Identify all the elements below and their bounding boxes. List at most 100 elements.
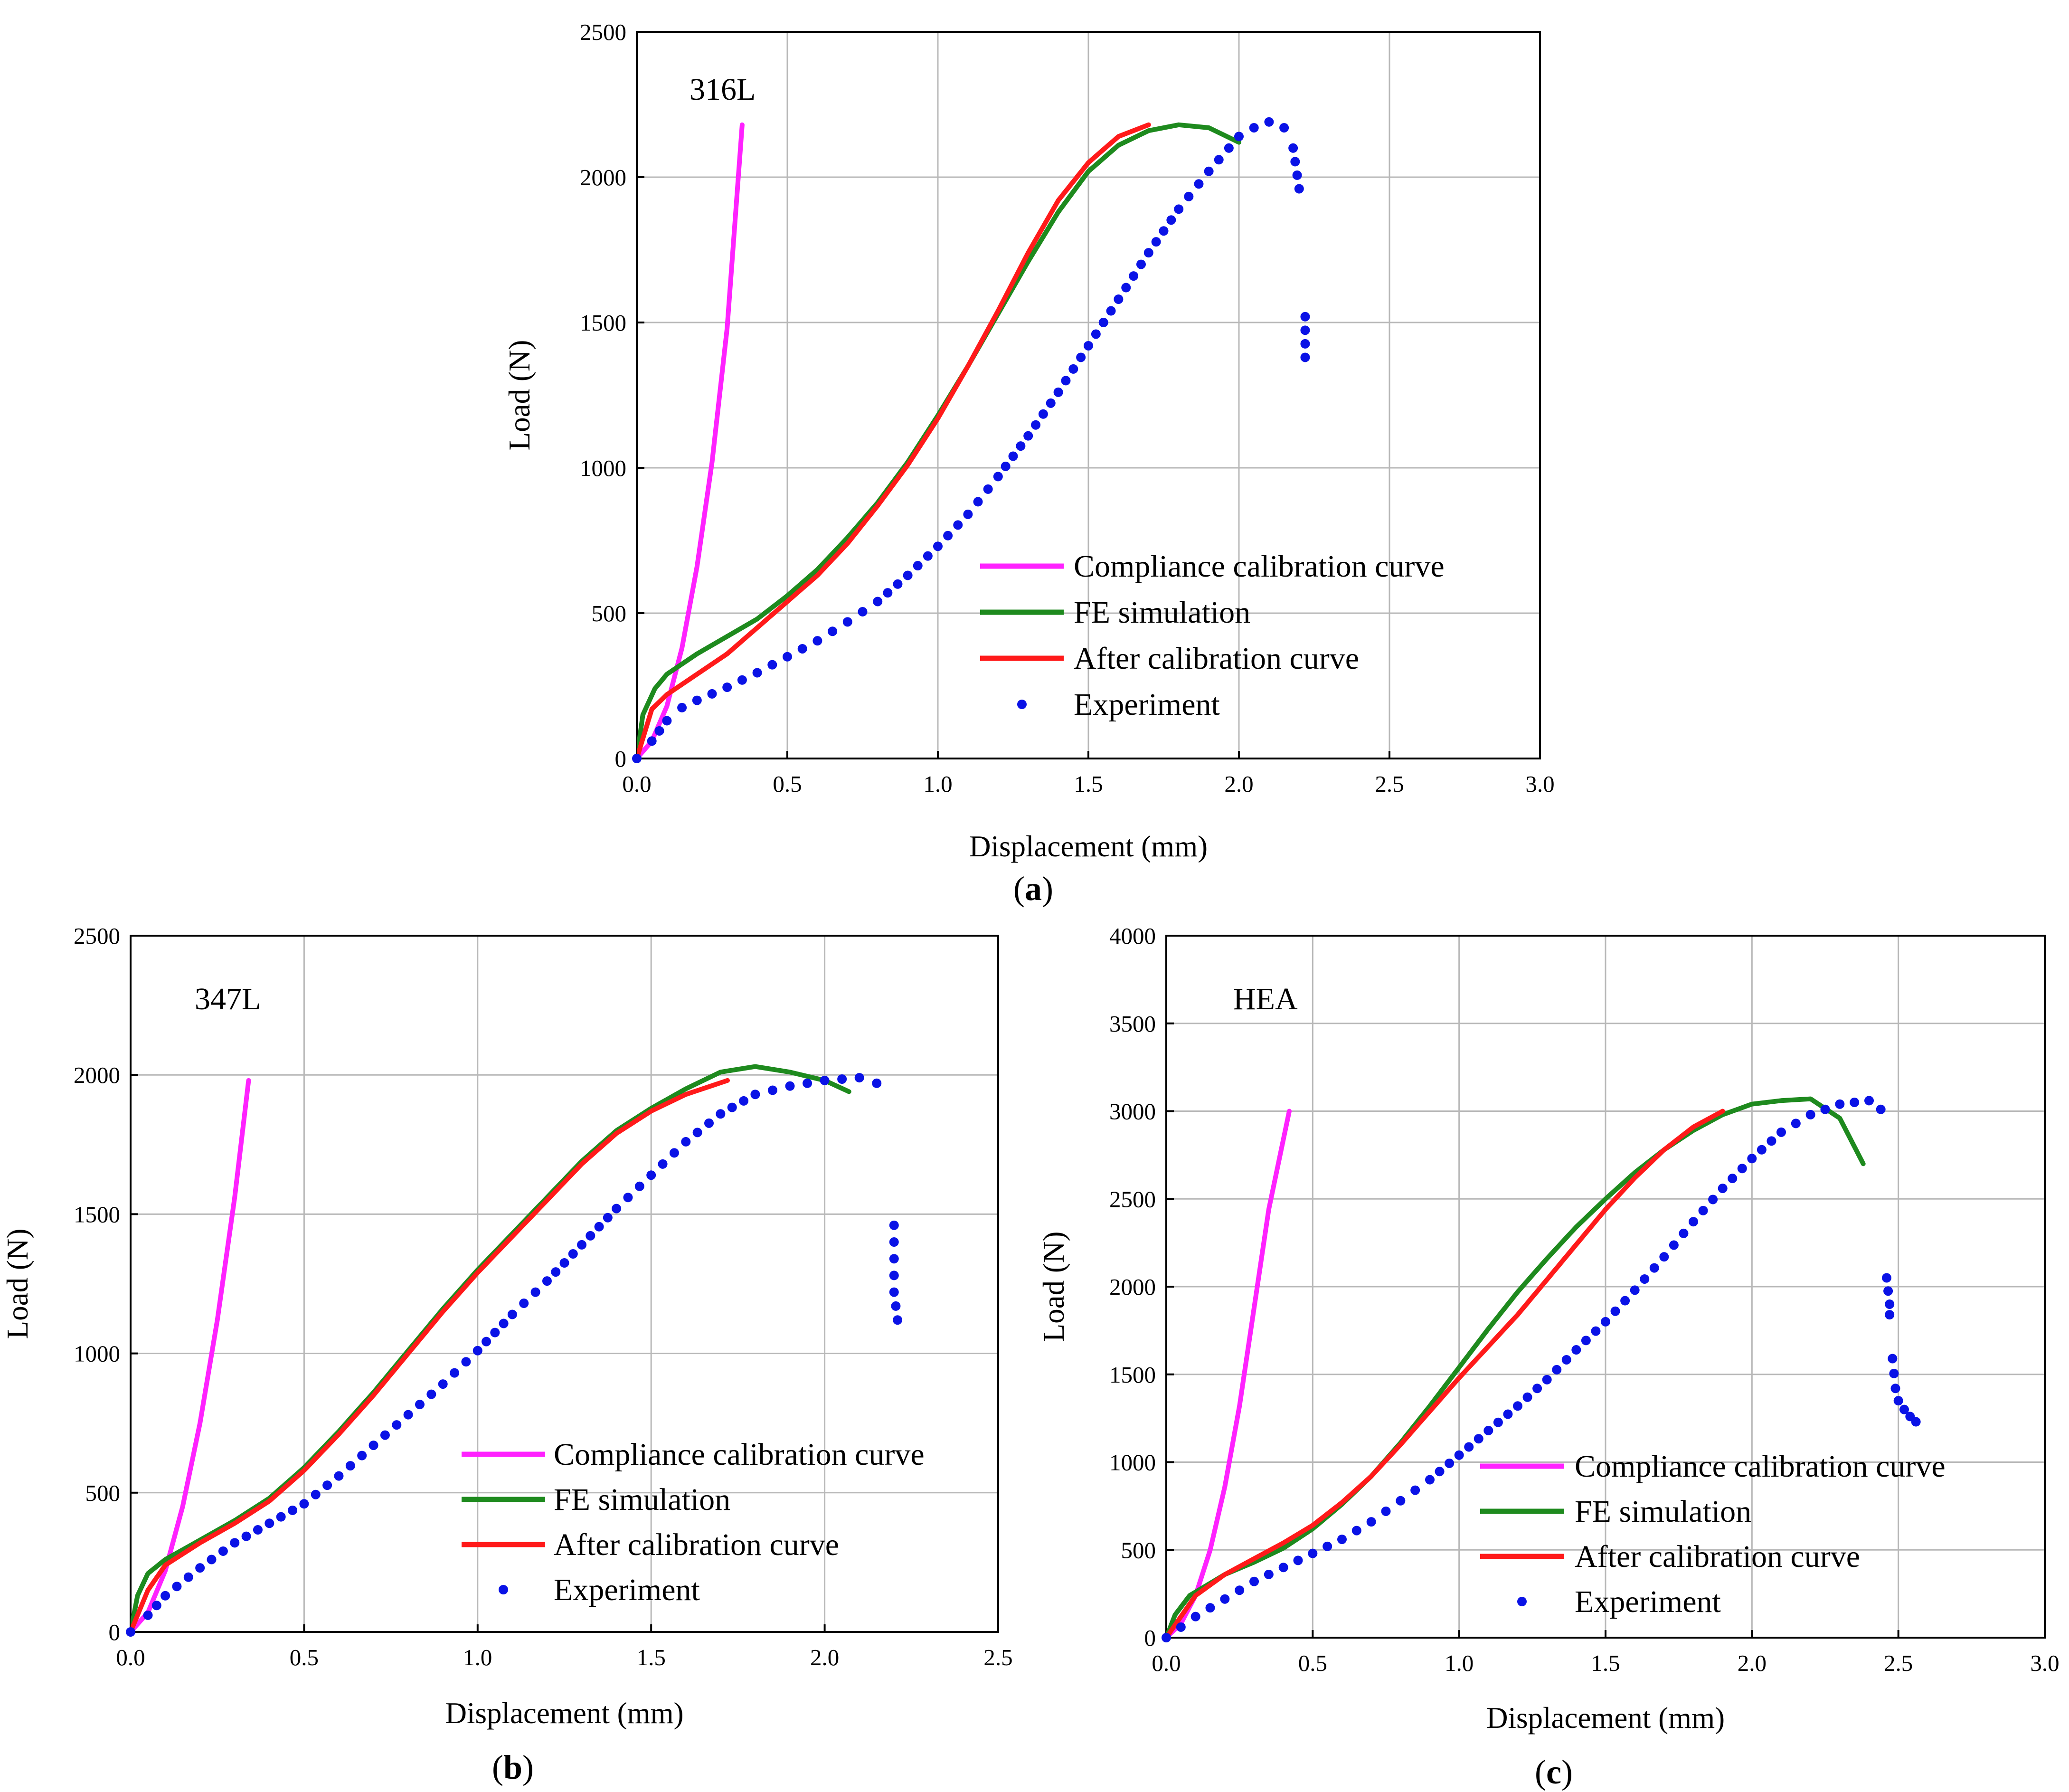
- experiment-point: [1805, 1109, 1815, 1119]
- x-tick-label: 1.0: [463, 1644, 492, 1670]
- chart-a: 0.0 0.5 1.0 1.5 2.0 2.5 3.0 0 500 1000 1500 2000 250…: [503, 19, 1555, 908]
- experiment-point: [1214, 155, 1224, 165]
- experiment-point: [392, 1420, 402, 1430]
- experiment-point: [1698, 1205, 1708, 1215]
- experiment-point: [1151, 237, 1161, 247]
- experiment-point: [1205, 1603, 1215, 1613]
- experiment-point: [1552, 1365, 1562, 1375]
- experiment-point: [750, 1090, 760, 1100]
- x-tick-label: 0.5: [773, 771, 802, 797]
- experiment-point: [1899, 1404, 1909, 1414]
- experiment-point: [161, 1591, 170, 1601]
- experiment-point: [891, 1301, 901, 1311]
- experiment-point: [963, 509, 973, 519]
- experiment-point: [1129, 271, 1139, 281]
- series-experiment: [632, 117, 1310, 763]
- x-tick-label: 1.0: [1445, 1650, 1474, 1676]
- series-experiment: [1162, 1096, 1921, 1642]
- experiment-point: [1098, 318, 1108, 327]
- y-tick-label: 1000: [580, 455, 626, 481]
- experiment-point: [1008, 451, 1018, 461]
- experiment-point: [183, 1572, 193, 1582]
- experiment-point: [1300, 339, 1310, 349]
- y-tick-label: 1000: [1109, 1450, 1156, 1476]
- x-tick-label: 3.0: [2030, 1650, 2059, 1676]
- experiment-point: [632, 754, 642, 763]
- experiment-point: [499, 1318, 509, 1328]
- experiment-point: [603, 1213, 613, 1223]
- x-tick-label: 2.0: [1224, 771, 1253, 797]
- x-tick-label: 0.5: [1298, 1650, 1327, 1676]
- experiment-point: [1176, 1622, 1186, 1632]
- experiment-point: [707, 689, 717, 699]
- legend-label-after: After calibration curve: [554, 1527, 839, 1562]
- experiment-point: [692, 1128, 702, 1138]
- experiment-point: [403, 1410, 413, 1420]
- experiment-point: [1503, 1409, 1513, 1419]
- experiment-point: [345, 1461, 355, 1471]
- experiment-point: [785, 1081, 795, 1091]
- experiment-point: [1542, 1375, 1552, 1384]
- experiment-point: [490, 1327, 500, 1337]
- experiment-point: [1820, 1104, 1830, 1114]
- experiment-point: [623, 1193, 633, 1203]
- experiment-point: [253, 1525, 263, 1535]
- experiment-point: [1464, 1442, 1474, 1452]
- experiment-point: [1610, 1306, 1620, 1316]
- x-axis-label: Displacement (mm): [1486, 1701, 1725, 1735]
- experiment-point: [1204, 166, 1214, 176]
- experiment-point: [299, 1499, 309, 1509]
- experiment-point: [207, 1555, 217, 1564]
- experiment-point: [1864, 1096, 1874, 1106]
- experiment-point: [854, 1073, 864, 1083]
- experiment-point: [727, 1102, 737, 1112]
- material-label: 347L: [195, 982, 261, 1016]
- x-tick-label: 0.0: [622, 771, 651, 797]
- y-tick-label: 4000: [1109, 923, 1156, 949]
- experiment-point: [797, 644, 807, 654]
- experiment-point: [739, 1096, 749, 1106]
- series-line-after: [131, 1078, 730, 1632]
- legend-label-experiment: Experiment: [1575, 1584, 1721, 1619]
- experiment-point: [1292, 170, 1302, 180]
- experiment-point: [1300, 312, 1310, 322]
- experiment-point: [1288, 143, 1298, 153]
- legend-marker-experiment: [499, 1585, 508, 1594]
- experiment-point: [889, 1220, 899, 1230]
- y-tick-label: 1500: [1109, 1362, 1156, 1388]
- experiment-point: [1290, 157, 1300, 167]
- legend-label-fe: FE simulation: [554, 1482, 730, 1517]
- experiment-point: [1068, 364, 1078, 374]
- experiment-point: [933, 541, 943, 551]
- legend: Compliance calibration curve FE simulatio…: [1480, 1449, 1946, 1619]
- x-tick-label: 2.5: [1375, 771, 1404, 797]
- experiment-point: [1522, 1392, 1532, 1402]
- experiment-point: [1669, 1240, 1679, 1250]
- experiment-point: [767, 660, 777, 670]
- experiment-point: [1106, 306, 1116, 316]
- experiment-point: [218, 1546, 228, 1556]
- experiment-point: [1890, 1384, 1900, 1394]
- series-line-compliance: [637, 122, 745, 759]
- experiment-point: [1679, 1228, 1689, 1238]
- legend-label-after: After calibration curve: [1575, 1539, 1860, 1574]
- experiment-point: [1031, 420, 1041, 430]
- experiment-point: [1184, 191, 1194, 201]
- y-tick-label: 500: [592, 600, 627, 626]
- experiment-point: [646, 1170, 656, 1180]
- x-tick-label: 1.5: [637, 1644, 666, 1670]
- chart-b: 0.0 0.5 1.0 1.5 2.0 2.5 0 500 1000 1500 2000 2500 Di…: [1, 923, 1013, 1786]
- experiment-point: [1474, 1434, 1483, 1444]
- experiment-point: [1234, 132, 1244, 142]
- experiment-point: [1278, 1563, 1288, 1573]
- experiment-point: [1410, 1485, 1420, 1495]
- experiment-point: [1767, 1136, 1776, 1146]
- experiment-point: [889, 1237, 899, 1247]
- experiment-point: [662, 716, 672, 726]
- experiment-point: [658, 1159, 668, 1169]
- experiment-point: [943, 531, 953, 540]
- experiment-point: [1659, 1252, 1669, 1262]
- chart-c: 0.0 0.5 1.0 1.5 2.0 2.5 3.0 0 500 1000 1500 2000 250…: [1037, 923, 2060, 1791]
- experiment-point: [837, 1074, 847, 1084]
- experiment-point: [1166, 215, 1176, 225]
